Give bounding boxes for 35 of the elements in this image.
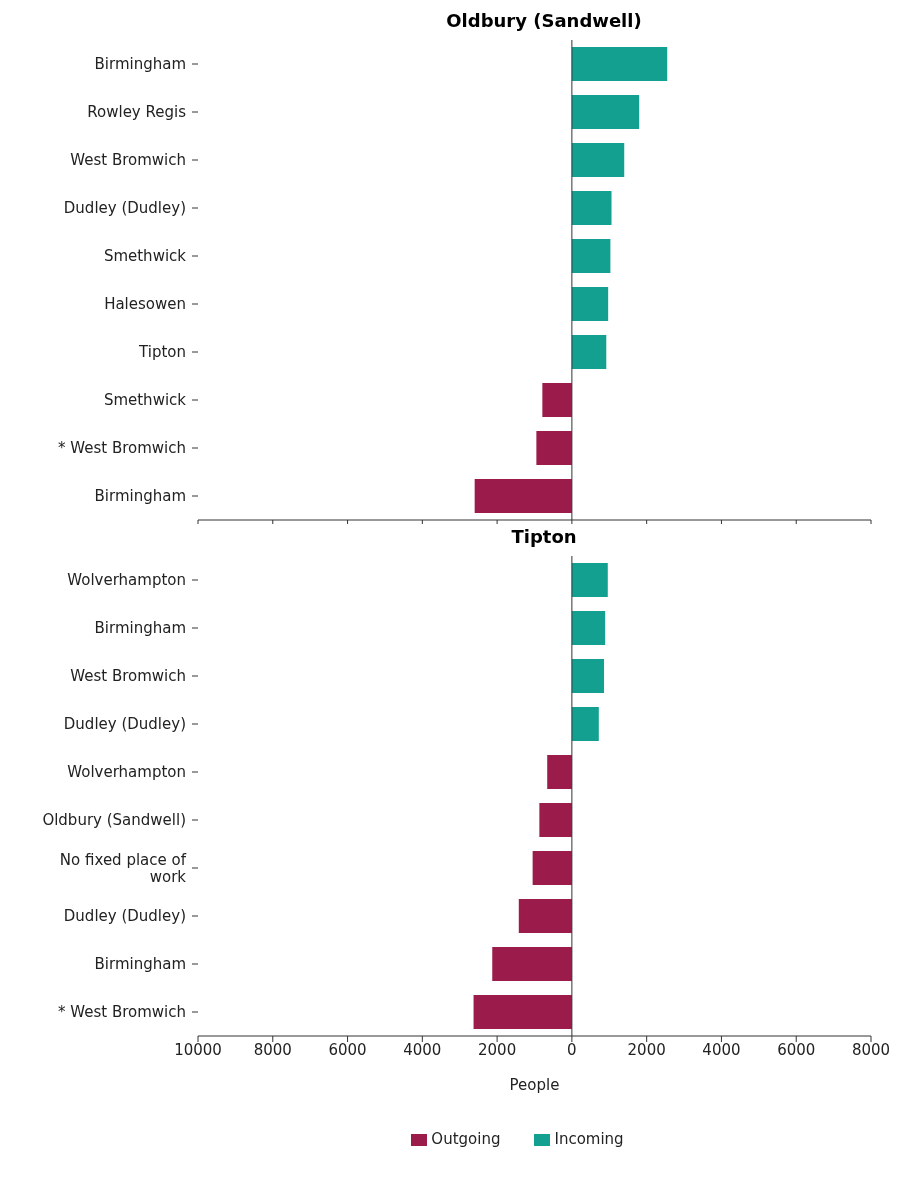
y-tick-label: Halesowen [104,295,186,313]
y-tick-label: Tipton [138,343,186,361]
y-tick-label: Dudley (Dudley) [63,199,186,217]
y-tick-label: Birmingham [94,955,186,973]
y-tick-label: Wolverhampton [67,571,186,589]
legend-label: Incoming [554,1130,624,1148]
y-tick-label: West Bromwich [70,667,186,685]
x-tick-label: 2000 [627,1040,666,1059]
legend-label: Outgoing [431,1130,501,1148]
y-tick-label: * West Bromwich [57,439,186,457]
y-tick-label: Smethwick [103,247,187,265]
y-tick-label: * West Bromwich [57,1003,186,1021]
y-tick-label: Dudley (Dudley) [63,907,186,925]
x-tick-label: 8000 [851,1040,891,1059]
x-tick-label: 6000 [777,1040,816,1059]
y-tick-label: Dudley (Dudley) [63,715,186,733]
y-tick-label: Smethwick [103,391,187,409]
x-tick-label: 4000 [702,1040,741,1059]
x-tick-label: 8000 [253,1040,292,1059]
x-tick-label: 2000 [478,1040,517,1059]
x-axis-title: People [509,1076,560,1094]
y-tick-label: Birmingham [94,487,186,505]
x-tick-label: 4000 [403,1040,442,1059]
y-tick-label: Wolverhampton [67,763,186,781]
chart-title: Tipton [510,525,578,549]
x-tick-label: 6000 [328,1040,367,1059]
y-tick-label: West Bromwich [70,151,186,169]
chart-title: Oldbury (Sandwell) [445,9,643,33]
y-tick-label: Birmingham [94,619,186,637]
y-tick-label: Birmingham [94,55,186,73]
x-tick-label: 10000 [174,1040,222,1059]
y-tick-label: Rowley Regis [87,103,187,121]
y-tick-label: No fixed place of work [59,850,187,886]
x-tick-label: 0 [567,1040,577,1059]
y-tick-label: Oldbury (Sandwell) [42,811,186,829]
